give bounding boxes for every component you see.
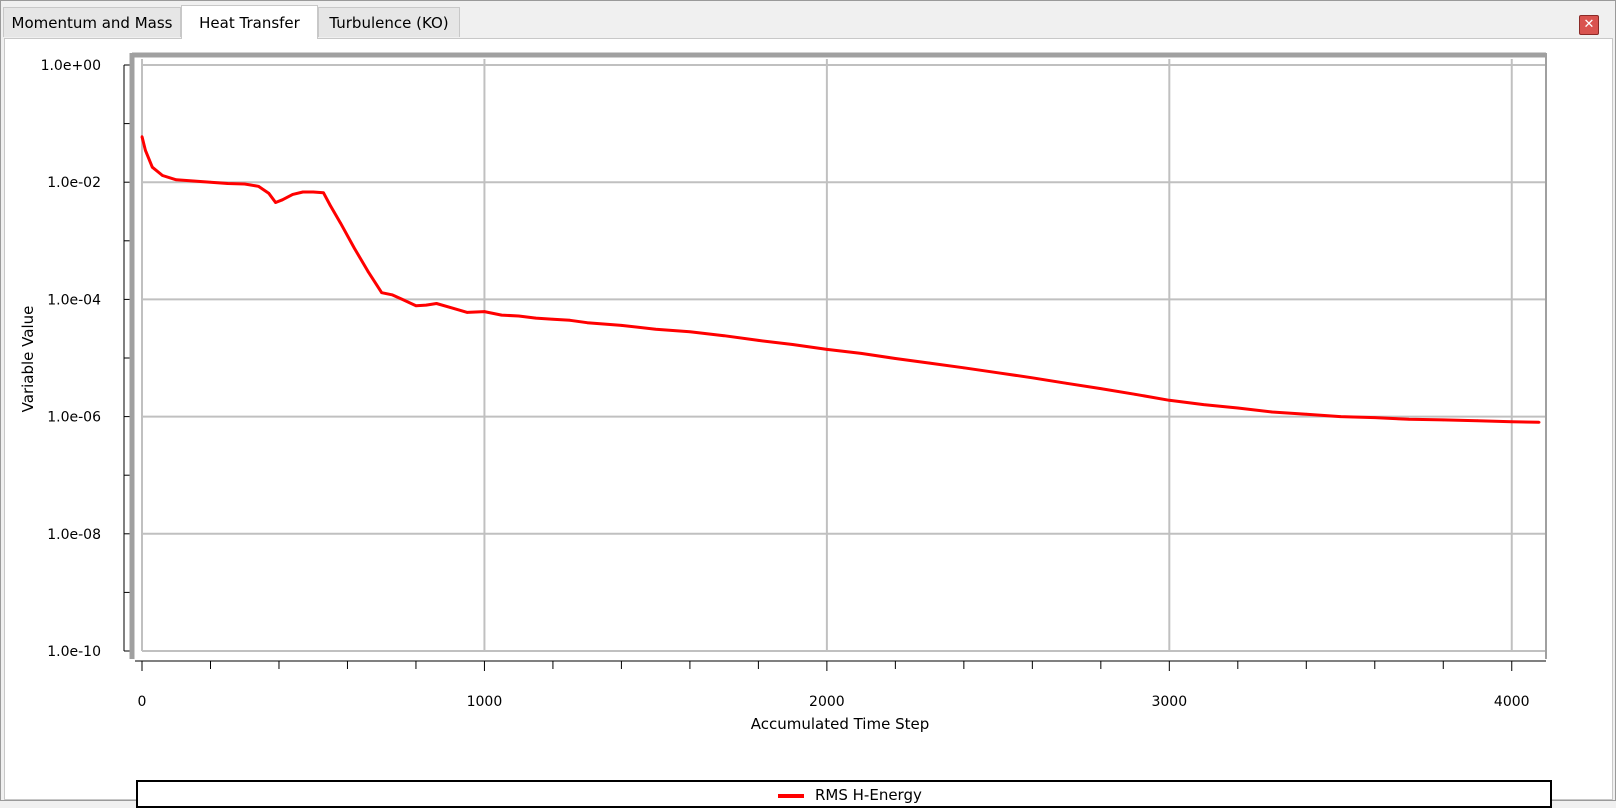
data-point — [534, 316, 538, 320]
data-point — [483, 310, 486, 313]
y-tick-label: 1.0e-10 — [47, 644, 101, 660]
chart-panel: 1.0e+00 1.0e-02 1.0e-04 1.0e-06 1.0e-08 1.0e-… — [4, 38, 1613, 808]
data-point — [140, 135, 144, 138]
y-tick-label: 1.0e-02 — [47, 175, 101, 191]
tab-turbulence-ko[interactable]: Turbulence (KO) — [318, 7, 460, 37]
data-point — [274, 201, 277, 204]
y-tick-label: 1.0e-04 — [47, 292, 101, 308]
data-point — [414, 304, 418, 308]
axes: 1.0e+00 1.0e-02 1.0e-04 1.0e-06 1.0e-08 1.0e-… — [41, 52, 1547, 710]
data-point — [825, 348, 829, 351]
series-line-rms-h-energy — [140, 136, 1540, 424]
data-point — [1099, 387, 1103, 390]
tab-bar: Momentum and Mass Heat Transfer Turbulen… — [3, 5, 1611, 39]
tab-heat-transfer[interactable]: Heat Transfer — [181, 5, 318, 39]
x-axis-title: Accumulated Time Step — [751, 715, 930, 733]
x-tick-label: 2000 — [809, 694, 845, 710]
y-tick-label: 1.0e+00 — [41, 58, 101, 74]
data-point — [1031, 376, 1034, 380]
data-point — [174, 178, 178, 182]
tab-momentum-and-mass[interactable]: Momentum and Mass — [3, 7, 181, 37]
data-point — [448, 306, 452, 309]
close-icon[interactable]: ✕ — [1579, 15, 1599, 35]
data-point — [390, 293, 394, 297]
data-point — [329, 204, 332, 207]
y-axis-title: Variable Value — [19, 306, 37, 413]
data-point — [322, 191, 325, 195]
data-point — [1510, 420, 1514, 423]
data-point — [551, 317, 555, 321]
legend: RMS H-Energy — [136, 780, 1552, 808]
data-point — [353, 246, 356, 250]
data-point — [1202, 403, 1205, 406]
data-point — [281, 198, 284, 202]
data-point — [209, 180, 212, 184]
data-point — [568, 318, 572, 322]
plot-area — [132, 53, 1546, 656]
y-tick-label: 1.0e-08 — [47, 527, 101, 543]
data-point — [1065, 382, 1068, 385]
data-point — [688, 330, 692, 334]
data-point — [722, 334, 726, 338]
data-point — [654, 327, 657, 331]
data-point — [894, 357, 897, 360]
data-point — [301, 190, 305, 194]
data-point — [311, 190, 315, 194]
data-point — [585, 321, 589, 325]
data-point — [1407, 417, 1411, 421]
legend-swatch-rms-h-energy — [778, 794, 804, 798]
data-point — [291, 193, 294, 196]
data-point — [380, 291, 384, 295]
data-point — [1339, 415, 1342, 418]
data-point — [400, 298, 404, 301]
data-point — [243, 182, 247, 186]
data-point — [620, 324, 623, 327]
residual-chart: 1.0e+00 1.0e-02 1.0e-04 1.0e-06 1.0e-08 1.0e-… — [19, 52, 1547, 733]
y-tick-label: 1.0e-06 — [47, 410, 101, 426]
data-point — [962, 366, 966, 370]
data-point — [1168, 398, 1171, 402]
data-point — [192, 179, 195, 183]
series-layer — [140, 135, 1541, 424]
data-point — [1373, 416, 1377, 419]
x-tick-label: 1000 — [467, 694, 503, 710]
data-point — [791, 343, 794, 346]
data-point — [1476, 419, 1479, 423]
data-point — [257, 185, 260, 188]
data-point — [1441, 418, 1445, 422]
data-point — [466, 311, 469, 314]
data-point — [500, 313, 503, 317]
data-point — [424, 303, 428, 307]
x-tick-label: 3000 — [1151, 694, 1187, 710]
data-point — [517, 314, 520, 318]
data-point — [366, 270, 370, 273]
data-point — [435, 302, 438, 305]
data-point — [1537, 420, 1541, 424]
legend-label-rms-h-energy: RMS H-Energy — [815, 786, 922, 804]
data-point — [161, 174, 164, 177]
data-point — [757, 339, 760, 342]
data-point — [267, 191, 271, 195]
x-tick-label: 0 — [138, 694, 147, 710]
data-point — [1270, 410, 1274, 414]
data-point — [996, 371, 1000, 375]
data-point — [928, 361, 931, 365]
data-point — [859, 352, 863, 355]
data-point — [1304, 412, 1308, 416]
x-tick-label: 4000 — [1494, 694, 1530, 710]
data-point — [226, 182, 229, 185]
data-point — [150, 165, 154, 169]
data-point — [144, 149, 147, 152]
grid-lines — [141, 59, 1546, 652]
data-point — [1133, 393, 1137, 396]
data-point — [1236, 406, 1240, 410]
data-point — [339, 221, 342, 225]
